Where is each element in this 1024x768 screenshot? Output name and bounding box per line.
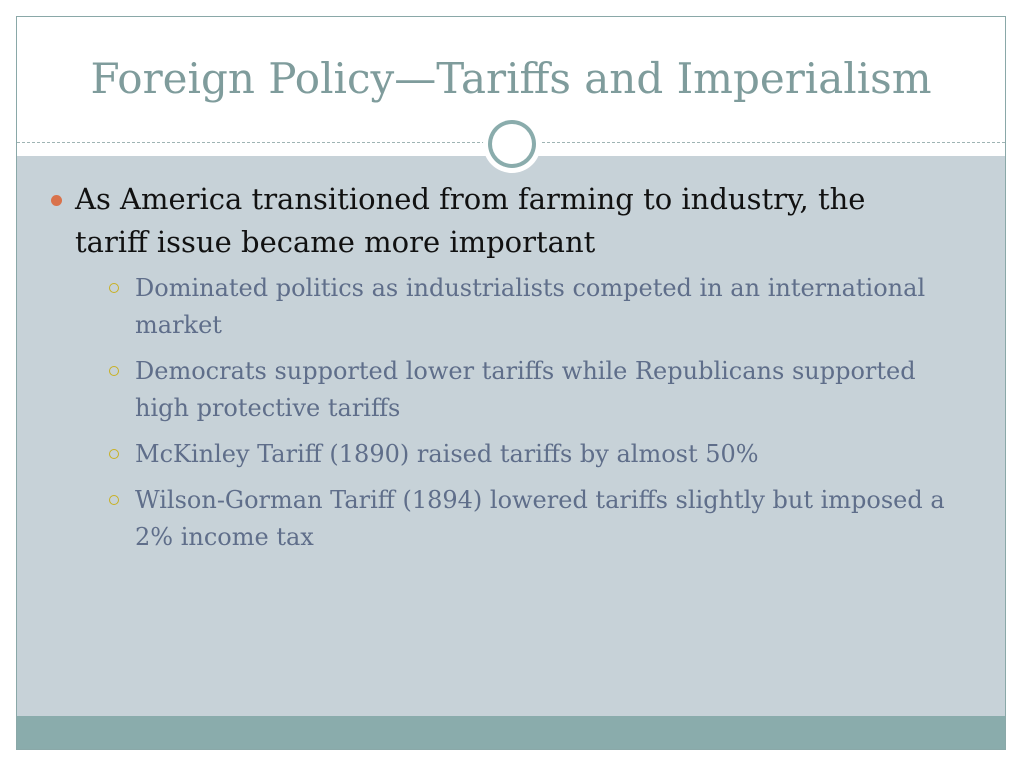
filled-circle-bullet-icon (51, 195, 62, 206)
sub-bullet-text: Dominated politics as industrialists com… (135, 274, 926, 339)
sub-bullet-item: McKinley Tariff (1890) raised tariffs by… (75, 436, 947, 473)
sub-bullet-item: Dominated politics as industrialists com… (75, 270, 947, 344)
bullet-item: As America transitioned from farming to … (47, 178, 947, 556)
sub-bullet-text: Democrats supported lower tariffs while … (135, 357, 916, 422)
footer-bar (17, 716, 1005, 749)
hollow-circle-bullet-icon (109, 366, 119, 376)
content-area (17, 156, 1005, 716)
bullet-list: As America transitioned from farming to … (47, 178, 947, 565)
hollow-circle-bullet-icon (109, 449, 119, 459)
bullet-text: As America transitioned from farming to … (75, 182, 866, 259)
sub-bullet-list: Dominated politics as industrialists com… (75, 270, 947, 556)
ring-ornament-icon (483, 115, 541, 173)
slide-title: Foreign Policy—Tariffs and Imperialism (90, 54, 932, 103)
hollow-circle-bullet-icon (109, 283, 119, 293)
sub-bullet-item: Wilson-Gorman Tariff (1894) lowered tari… (75, 482, 947, 556)
sub-bullet-text: McKinley Tariff (1890) raised tariffs by… (135, 440, 759, 468)
slide: Foreign Policy—Tariffs and Imperialism A… (16, 16, 1006, 750)
hollow-circle-bullet-icon (109, 495, 119, 505)
sub-bullet-text: Wilson-Gorman Tariff (1894) lowered tari… (135, 486, 945, 551)
sub-bullet-item: Democrats supported lower tariffs while … (75, 353, 947, 427)
